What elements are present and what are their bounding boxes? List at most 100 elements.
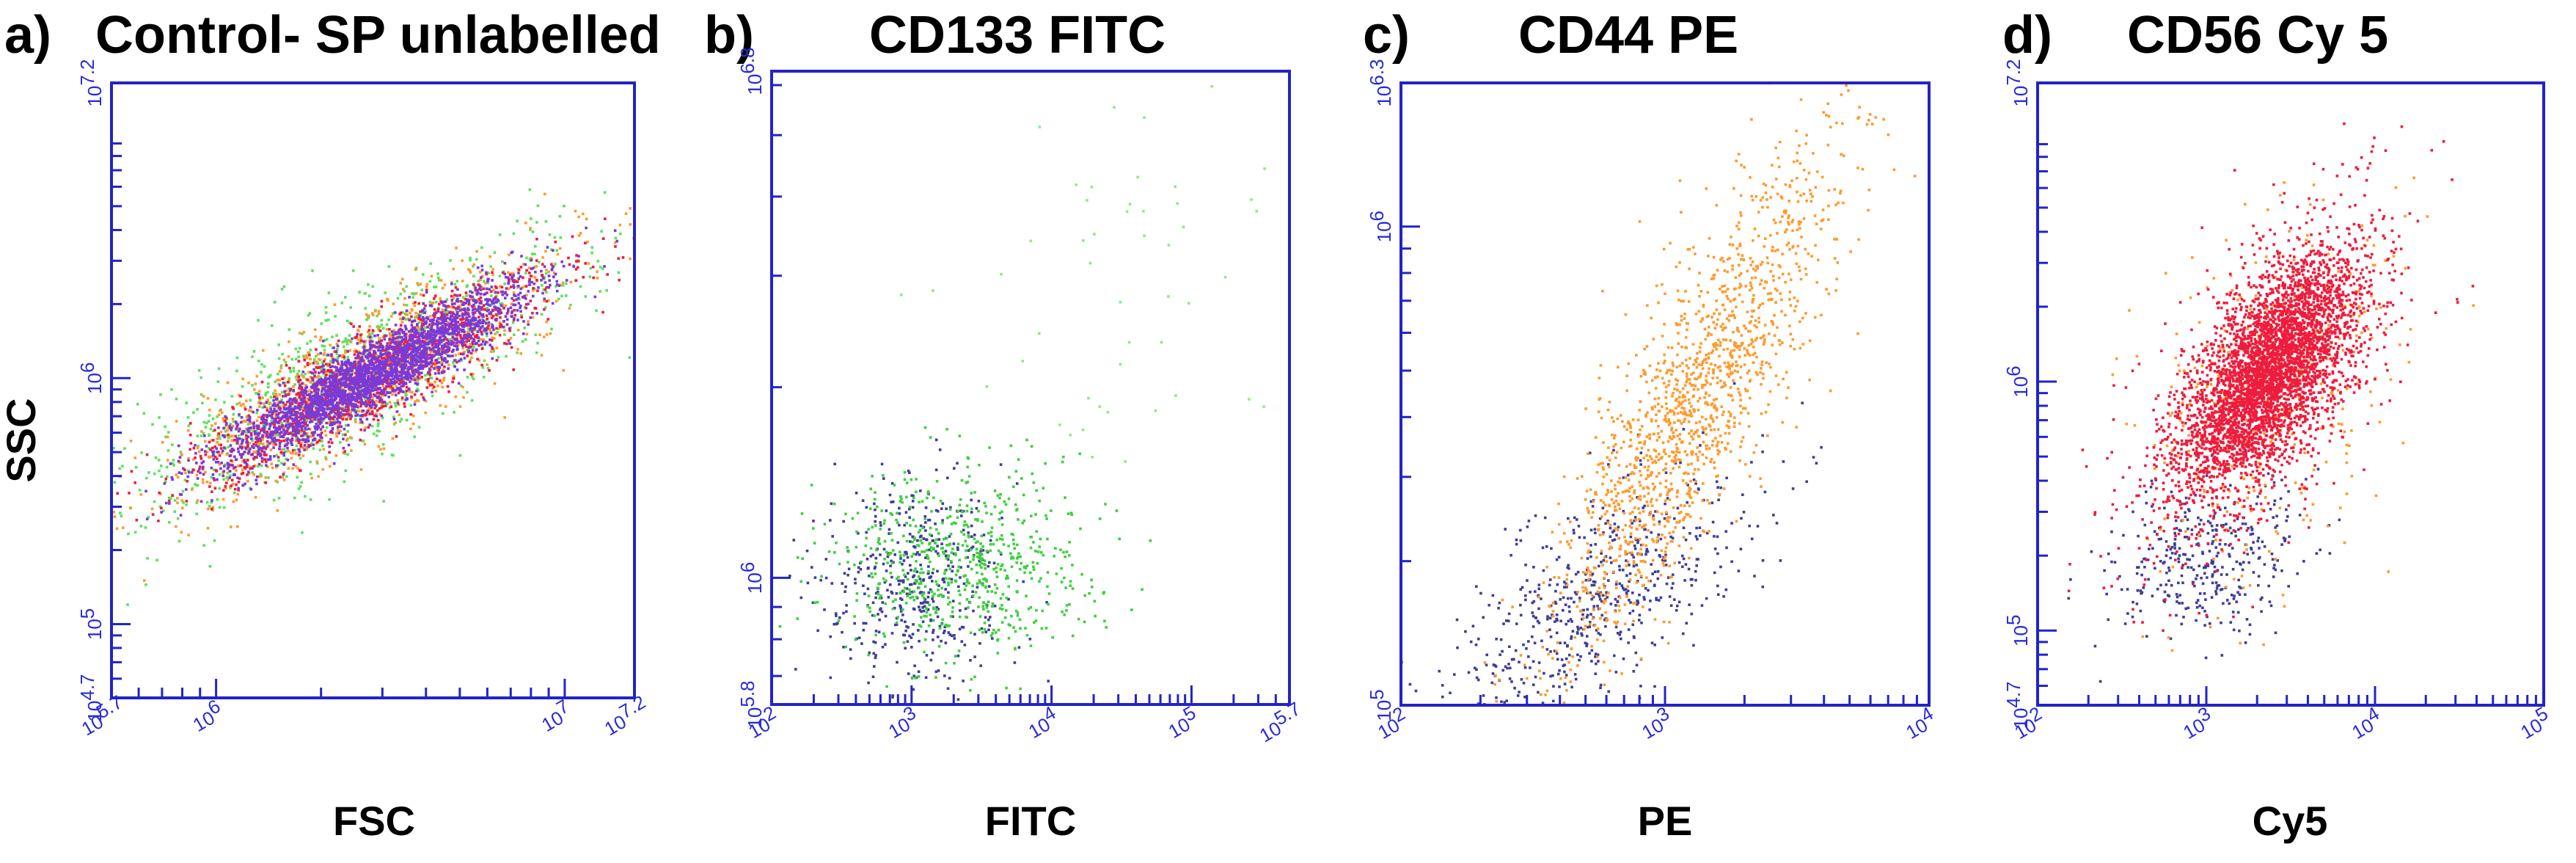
data-point-purple [313,374,316,378]
data-point-purple [303,448,306,451]
data-point-red [325,363,328,366]
data-point-red [239,464,242,467]
data-point-orange [587,262,590,265]
data-point-green [158,505,162,509]
data-point-red [233,487,237,491]
data-point-green [417,313,420,316]
data-point-red [326,405,329,408]
data-point-orange [255,374,259,378]
data-point-red [345,418,348,421]
data-point-purple [178,471,181,474]
data-point-green [505,354,508,358]
data-point-purple [463,357,466,360]
data-point-red [396,346,399,349]
data-point-green [525,256,528,260]
data-point-green [227,445,230,448]
data-point-purple [316,411,319,414]
panel-a-points [110,188,635,606]
data-point-green [257,360,260,363]
data-point-orange [409,311,411,315]
data-point-purple [336,344,340,348]
data-point-orange [249,409,253,412]
data-point-orange [305,445,308,449]
data-point-red [213,445,217,448]
data-point-purple [244,447,247,450]
data-point-green [134,466,138,469]
data-point-red [406,341,409,343]
data-point-orange [547,299,550,302]
data-point-orange [439,404,442,407]
data-point-orange [556,252,560,256]
data-point-green [442,412,444,415]
data-point-green [418,328,421,332]
data-point-orange [381,403,384,407]
data-point-green [477,280,480,283]
data-point-purple [438,317,442,321]
data-point-purple [298,450,301,454]
data-point-red [327,440,331,444]
data-point-green [224,463,227,466]
data-point-orange [469,271,472,274]
data-point-purple [512,303,516,307]
data-point-orange [229,434,232,438]
data-point-red [433,339,436,343]
data-point-purple [446,316,449,320]
data-point-green [412,293,416,296]
data-point-red [494,285,497,288]
data-point-purple [328,445,331,448]
data-point-green [283,381,287,385]
data-point-orange [492,288,495,291]
data-point-green [233,491,236,495]
data-point-green [336,358,339,361]
data-point-red [414,301,417,304]
data-point-green [380,318,383,322]
data-point-green [422,273,425,276]
data-point-orange [439,349,443,352]
data-point-orange [295,451,298,455]
data-point-green [318,358,322,362]
data-point-purple [346,358,350,362]
data-point-green [599,266,602,269]
data-point-purple [263,405,266,409]
data-point-green [590,246,594,249]
data-point-green [420,288,424,291]
data-point-orange [289,451,293,455]
data-point-purple [359,352,362,355]
data-point-green [565,282,568,285]
data-point-orange [128,506,132,509]
data-point-orange [447,363,450,367]
data-point-green [202,432,205,435]
data-point-orange [262,349,265,352]
data-point-green [216,380,220,383]
data-point-orange [415,398,419,402]
data-point-purple [516,309,519,312]
data-point-orange [321,467,325,471]
data-point-red [507,339,511,342]
data-point-red [314,371,317,374]
data-point-green [277,343,280,346]
data-point-purple [448,311,451,315]
data-point-red [366,409,370,412]
data-point-orange [503,416,506,419]
data-point-purple [373,350,376,354]
data-point-purple [368,335,372,338]
data-point-red [419,318,422,321]
data-point-red [304,421,307,424]
data-point-orange [133,456,137,459]
data-point-red [495,359,499,362]
data-point-green [158,416,161,419]
data-point-orange [403,296,406,300]
data-point-orange [257,401,260,404]
data-point-purple [326,385,329,388]
data-point-green [540,313,544,316]
data-point-purple [480,264,483,268]
data-point-purple [236,441,239,445]
data-point-orange [266,465,269,468]
data-point-red [287,393,290,396]
data-point-red [451,380,454,384]
data-point-purple [237,429,241,433]
data-point-green [183,478,187,481]
data-point-orange [344,351,347,354]
data-point-orange [410,308,414,311]
data-point-purple [384,360,388,364]
